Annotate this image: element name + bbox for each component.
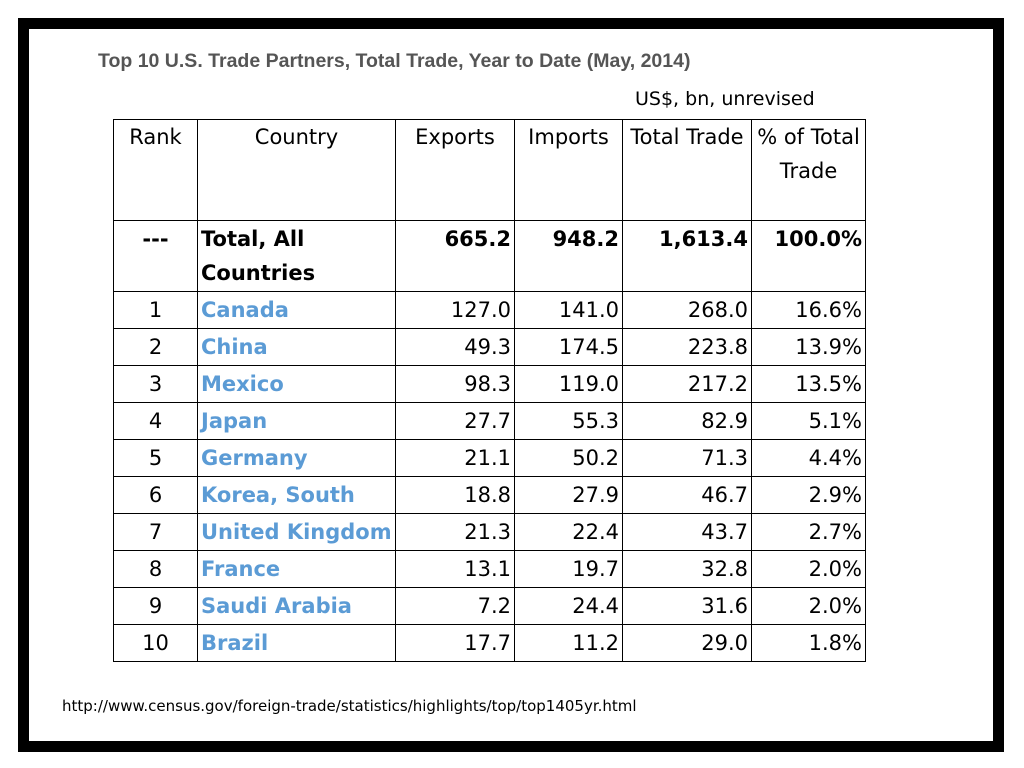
header-rank: Rank [113, 119, 198, 221]
cell-total-trade: 71.3 [622, 439, 752, 477]
cell-pct-total: 1.8% [751, 624, 866, 662]
cell-total-trade: 31.6 [622, 587, 752, 625]
cell-imports: 27.9 [514, 476, 623, 514]
cell-rank: 10 [113, 624, 198, 662]
header-total-trade: Total Trade [622, 119, 752, 221]
total-imports: 948.2 [514, 220, 623, 292]
cell-rank: 8 [113, 550, 198, 588]
table-row: 8 France 13.1 19.7 32.8 2.0% [113, 550, 866, 588]
cell-imports: 55.3 [514, 402, 623, 440]
total-rank: --- [113, 220, 198, 292]
cell-imports: 24.4 [514, 587, 623, 625]
table-row: 10 Brazil 17.7 11.2 29.0 1.8% [113, 624, 866, 662]
cell-exports: 21.3 [395, 513, 515, 551]
cell-rank: 3 [113, 365, 198, 403]
header-exports: Exports [395, 119, 515, 221]
country-link[interactable]: Germany [197, 439, 396, 477]
cell-imports: 19.7 [514, 550, 623, 588]
country-link[interactable]: China [197, 328, 396, 366]
cell-exports: 127.0 [395, 291, 515, 329]
total-exports: 665.2 [395, 220, 515, 292]
cell-total-trade: 217.2 [622, 365, 752, 403]
country-link[interactable]: Korea, South [197, 476, 396, 514]
country-link[interactable]: Mexico [197, 365, 396, 403]
total-pct-total: 100.0% [751, 220, 866, 292]
cell-pct-total: 2.0% [751, 587, 866, 625]
header-pct-total: % of Total Trade [751, 119, 866, 221]
total-total-trade: 1,613.4 [622, 220, 752, 292]
country-link[interactable]: Brazil [197, 624, 396, 662]
cell-pct-total: 13.9% [751, 328, 866, 366]
country-link[interactable]: Canada [197, 291, 396, 329]
cell-imports: 174.5 [514, 328, 623, 366]
cell-total-trade: 46.7 [622, 476, 752, 514]
table-row: 7 United Kingdom 21.3 22.4 43.7 2.7% [113, 513, 866, 551]
cell-total-trade: 32.8 [622, 550, 752, 588]
cell-total-trade: 223.8 [622, 328, 752, 366]
cell-total-trade: 29.0 [622, 624, 752, 662]
table-row: 4 Japan 27.7 55.3 82.9 5.1% [113, 402, 866, 440]
cell-imports: 50.2 [514, 439, 623, 477]
cell-exports: 13.1 [395, 550, 515, 588]
table-row: 6 Korea, South 18.8 27.9 46.7 2.9% [113, 476, 866, 514]
trade-partners-table: Rank Country Exports Imports Total Trade… [113, 119, 866, 662]
table-row: 1 Canada 127.0 141.0 268.0 16.6% [113, 291, 866, 329]
cell-imports: 11.2 [514, 624, 623, 662]
units-note: US$, bn, unrevised [635, 88, 815, 110]
cell-pct-total: 16.6% [751, 291, 866, 329]
cell-rank: 5 [113, 439, 198, 477]
cell-rank: 4 [113, 402, 198, 440]
cell-rank: 2 [113, 328, 198, 366]
cell-rank: 9 [113, 587, 198, 625]
cell-total-trade: 268.0 [622, 291, 752, 329]
country-link[interactable]: Saudi Arabia [197, 587, 396, 625]
country-link[interactable]: Japan [197, 402, 396, 440]
cell-rank: 7 [113, 513, 198, 551]
cell-pct-total: 4.4% [751, 439, 866, 477]
header-imports: Imports [514, 119, 623, 221]
cell-imports: 22.4 [514, 513, 623, 551]
slide-title: Top 10 U.S. Trade Partners, Total Trade,… [98, 50, 691, 72]
header-row: Rank Country Exports Imports Total Trade… [113, 119, 866, 221]
cell-imports: 141.0 [514, 291, 623, 329]
cell-pct-total: 13.5% [751, 365, 866, 403]
cell-exports: 27.7 [395, 402, 515, 440]
cell-exports: 17.7 [395, 624, 515, 662]
cell-total-trade: 82.9 [622, 402, 752, 440]
cell-exports: 49.3 [395, 328, 515, 366]
table-row: 5 Germany 21.1 50.2 71.3 4.4% [113, 439, 866, 477]
cell-total-trade: 43.7 [622, 513, 752, 551]
cell-rank: 1 [113, 291, 198, 329]
table-row: 2 China 49.3 174.5 223.8 13.9% [113, 328, 866, 366]
cell-exports: 98.3 [395, 365, 515, 403]
cell-pct-total: 2.7% [751, 513, 866, 551]
country-link[interactable]: United Kingdom [197, 513, 396, 551]
table-row: 9 Saudi Arabia 7.2 24.4 31.6 2.0% [113, 587, 866, 625]
cell-pct-total: 2.9% [751, 476, 866, 514]
cell-exports: 21.1 [395, 439, 515, 477]
cell-exports: 18.8 [395, 476, 515, 514]
cell-pct-total: 5.1% [751, 402, 866, 440]
cell-exports: 7.2 [395, 587, 515, 625]
total-row: --- Total, All Countries 665.2 948.2 1,6… [113, 220, 866, 292]
total-country: Total, All Countries [197, 220, 396, 292]
country-link[interactable]: France [197, 550, 396, 588]
header-country: Country [197, 119, 396, 221]
cell-imports: 119.0 [514, 365, 623, 403]
cell-rank: 6 [113, 476, 198, 514]
source-link[interactable]: http://www.census.gov/foreign-trade/stat… [62, 697, 637, 715]
cell-pct-total: 2.0% [751, 550, 866, 588]
table-row: 3 Mexico 98.3 119.0 217.2 13.5% [113, 365, 866, 403]
